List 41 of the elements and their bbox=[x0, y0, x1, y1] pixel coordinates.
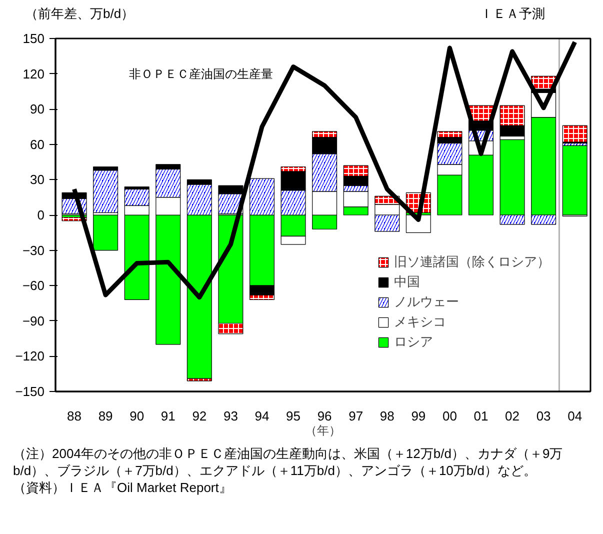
y-tick-label: 150 bbox=[22, 31, 45, 46]
y-axis-title: （前年差、万b/d） bbox=[25, 5, 134, 23]
x-tick-label: 90 bbox=[130, 408, 144, 424]
y-tick-label: 120 bbox=[22, 66, 45, 82]
x-tick-label: 99 bbox=[411, 408, 426, 424]
x-tick-label: 96 bbox=[317, 408, 332, 424]
x-tick-label: 91 bbox=[160, 408, 176, 424]
y-tick-label: 0 bbox=[37, 208, 45, 222]
bar bbox=[93, 214, 118, 251]
y-tick-label: 90 bbox=[30, 102, 45, 117]
x-tick-label: 00 bbox=[442, 408, 457, 424]
legend-label: ノルウェー bbox=[394, 293, 459, 311]
x-tick-label: 89 bbox=[98, 408, 113, 424]
x-tick-label: 95 bbox=[286, 408, 301, 424]
x-tick-label: 97 bbox=[348, 408, 364, 424]
bar bbox=[562, 145, 588, 216]
legend-label: メキシコ bbox=[394, 313, 446, 331]
x-tick-label: 04 bbox=[568, 408, 582, 424]
x-axis-title: （年） bbox=[305, 424, 341, 438]
text: （資料）ＩＥＡ『Oil Market Report』 bbox=[13, 479, 233, 496]
legend-label: 旧ソ連諸国（除くロシア） bbox=[394, 253, 550, 271]
text: ＩＥＡ予測 bbox=[480, 5, 545, 23]
x-tick-label: 88 bbox=[67, 408, 82, 424]
x-tick-label: 02 bbox=[505, 408, 520, 424]
y-tick-label: −150 bbox=[15, 384, 45, 399]
text: （注）2004年のその他の非ＯＰＥＣ産油国の生産動向は、米国（＋12万b/d）、カナダ（＋9万b/d）、ブラジル（＋7万b/d）、エクアドル（＋11万b/d）、アンゴラ（＋10万b/d）など。 bbox=[13, 445, 564, 479]
y-tick-label: −60 bbox=[22, 278, 45, 294]
x-tick-label: 03 bbox=[536, 408, 551, 424]
x-tick-label: 01 bbox=[474, 408, 488, 424]
x-tick-label: 93 bbox=[223, 408, 238, 424]
x-tick-label: 94 bbox=[254, 408, 270, 424]
y-tick-label: 30 bbox=[30, 172, 45, 188]
y-tick-label: 60 bbox=[30, 136, 45, 152]
series-label: 非ＯＰＥＣ産油国の生産量 bbox=[129, 66, 274, 81]
x-tick-label: 98 bbox=[380, 408, 394, 424]
legend-label: 中国 bbox=[394, 273, 420, 291]
y-tick-label: −30 bbox=[22, 242, 45, 258]
x-tick-label: 92 bbox=[192, 408, 207, 424]
y-tick-label: −90 bbox=[22, 313, 45, 328]
legend-label: ロシア bbox=[394, 333, 433, 351]
y-tick-label: −120 bbox=[15, 348, 45, 364]
